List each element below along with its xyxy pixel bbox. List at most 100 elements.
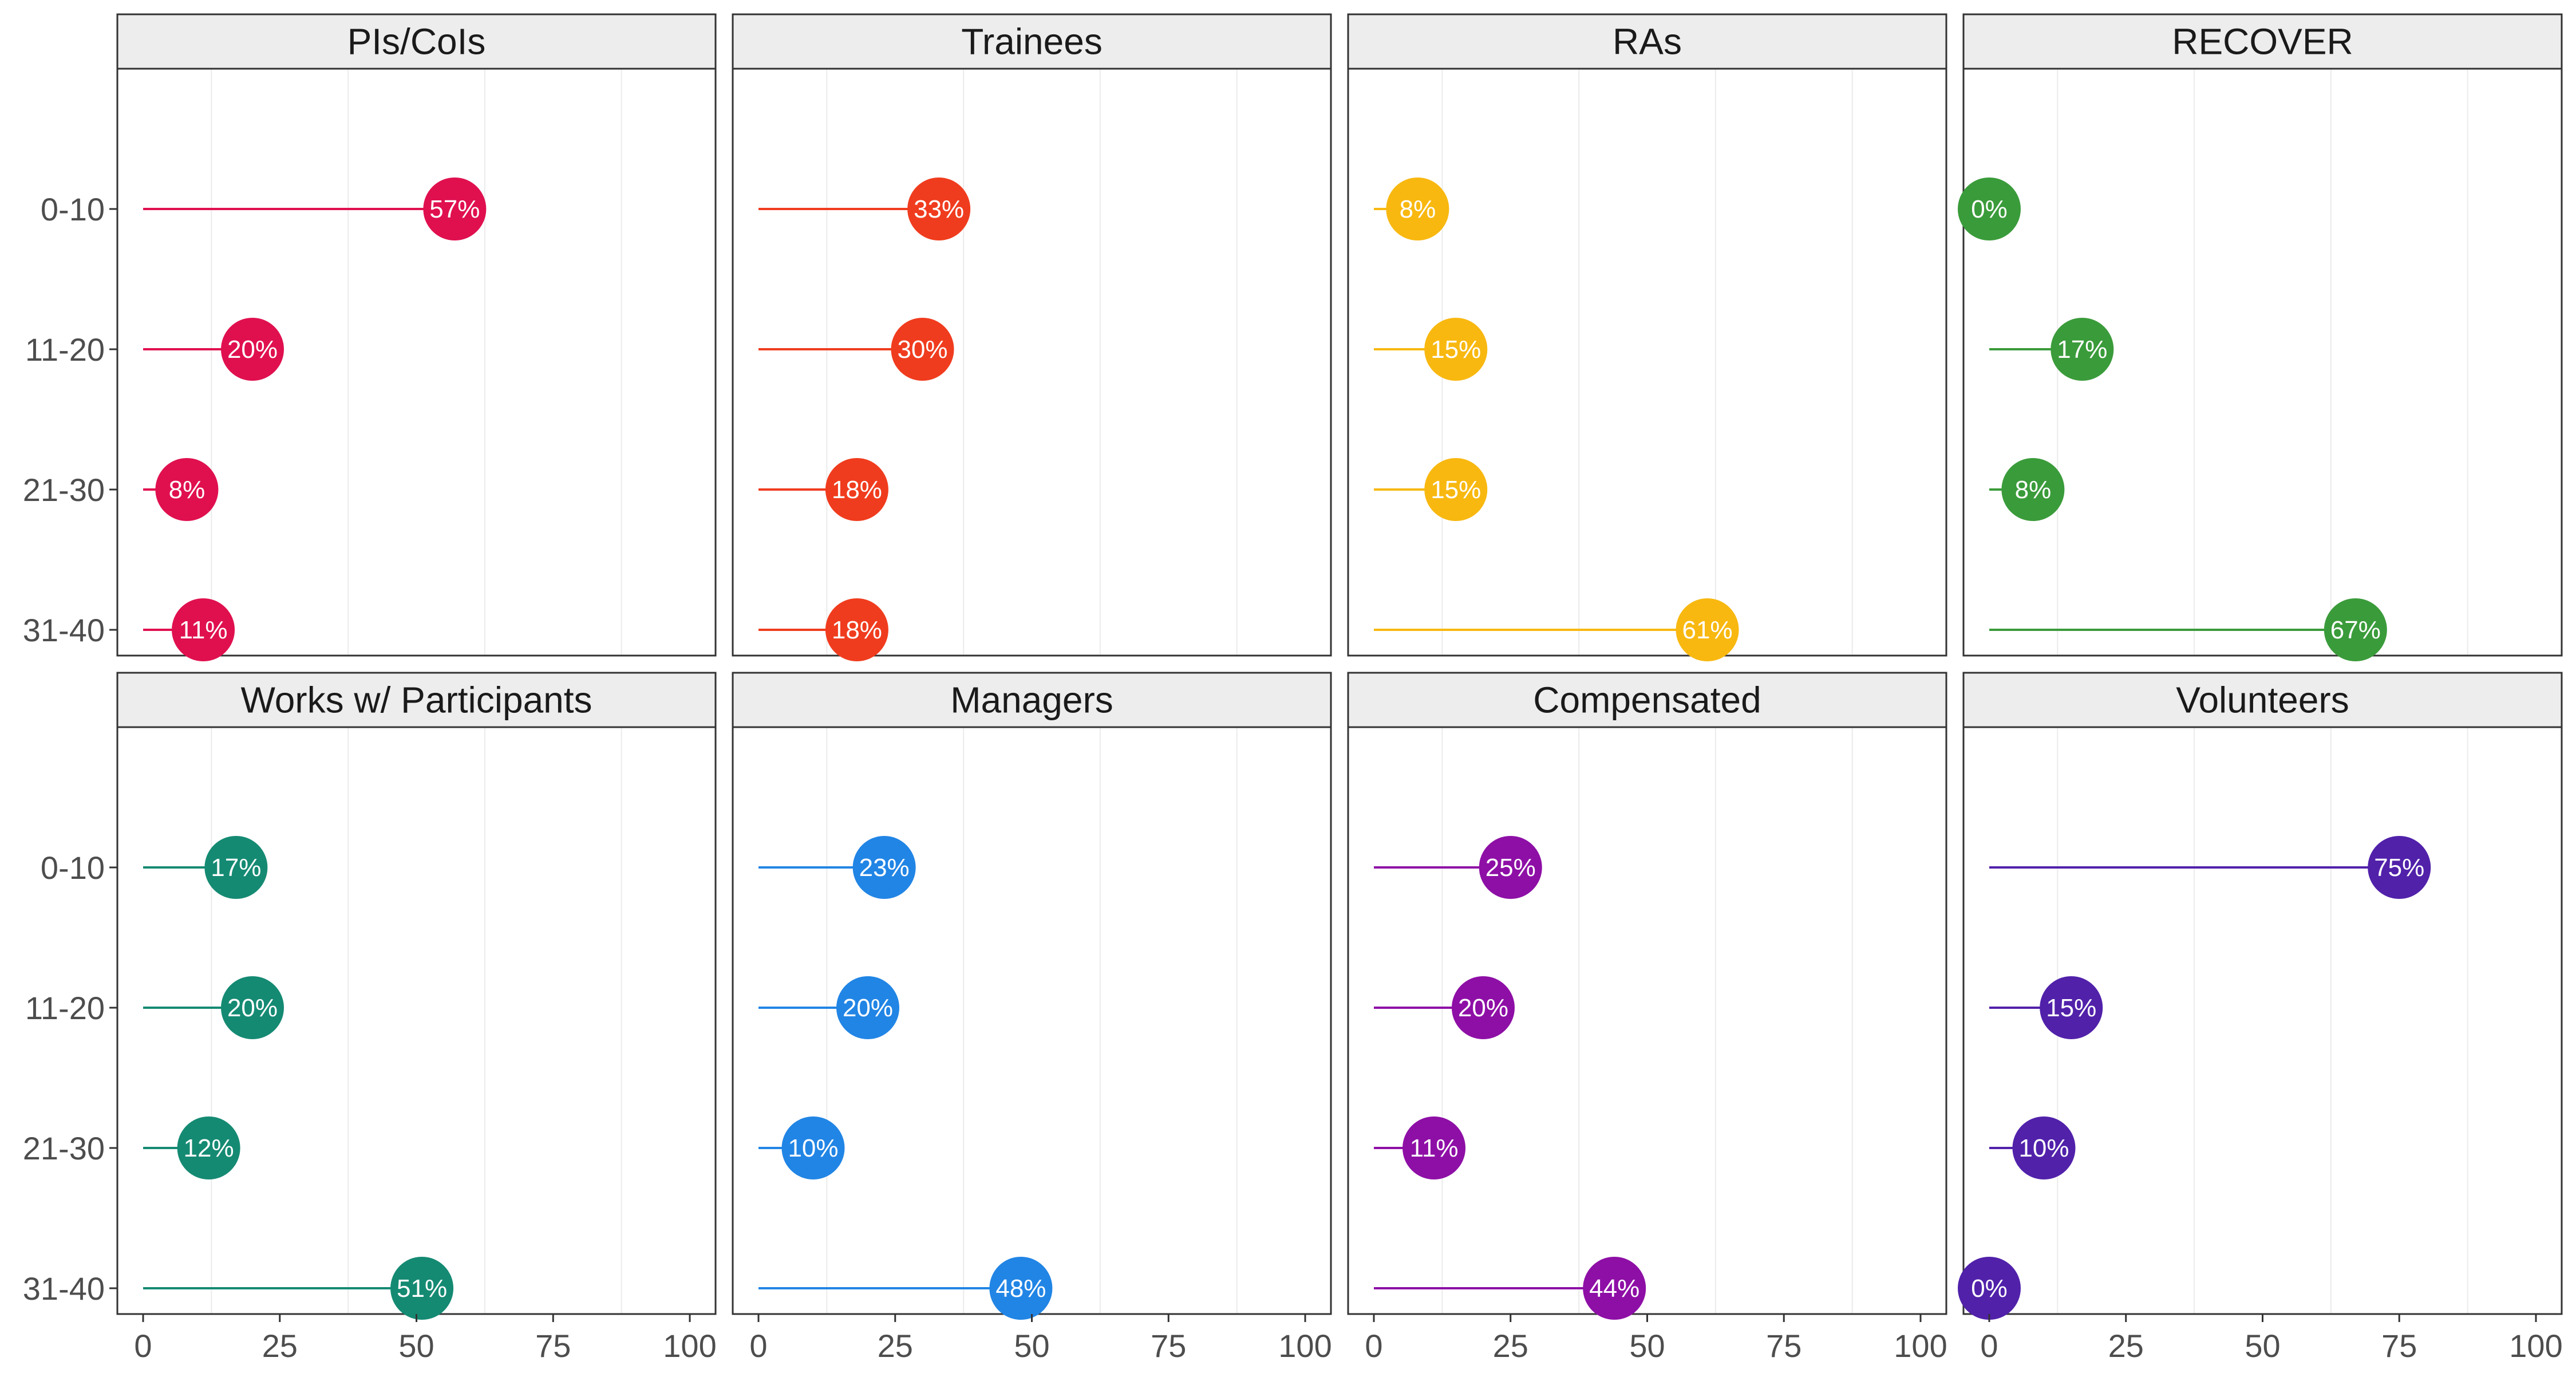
- x-tick-label: 100: [1278, 1328, 1332, 1364]
- data-label: 15%: [1431, 336, 1481, 364]
- data-label: 15%: [2046, 994, 2096, 1022]
- lollipop-dot: [825, 458, 888, 521]
- y-tick-label: 21-30: [23, 1130, 105, 1166]
- panel-border: [1347, 726, 1947, 1315]
- x-tick-label: 25: [1493, 1328, 1528, 1364]
- data-label: 20%: [1458, 994, 1508, 1022]
- lollipop-dot: [221, 318, 284, 381]
- x-tick-label: 0: [1365, 1328, 1382, 1364]
- x-tick-label: 50: [1014, 1328, 1049, 1364]
- x-tick-label: 0: [749, 1328, 767, 1364]
- lollipop-dot: [1958, 1257, 2021, 1320]
- lollipop-dot: [1958, 177, 2021, 240]
- lollipop-dot: [1386, 177, 1449, 240]
- lollipop-dot: [1424, 458, 1488, 521]
- data-label: 17%: [211, 854, 261, 882]
- data-label: 8%: [2015, 476, 2052, 504]
- x-tick-label: 25: [2108, 1328, 2144, 1364]
- strip-title: RAs: [1613, 21, 1682, 62]
- data-label: 57%: [429, 195, 480, 223]
- data-label: 11%: [179, 616, 228, 644]
- y-tick-label: 11-20: [25, 332, 105, 368]
- lollipop-dot: [825, 598, 888, 661]
- data-label: 25%: [1485, 854, 1536, 882]
- lollipop-dot: [172, 598, 235, 661]
- data-label: 30%: [897, 336, 947, 364]
- x-tick-label: 0: [1980, 1328, 1998, 1364]
- data-label: 0%: [1971, 195, 2008, 223]
- data-label: 11%: [1410, 1134, 1459, 1162]
- data-label: 12%: [184, 1134, 234, 1162]
- x-tick-label: 75: [2381, 1328, 2417, 1364]
- x-tick-label: 50: [2245, 1328, 2280, 1364]
- x-tick-label: 75: [535, 1328, 571, 1364]
- data-label: 75%: [2374, 854, 2424, 882]
- data-label: 10%: [788, 1134, 838, 1162]
- lollipop-dot: [781, 1116, 845, 1179]
- lollipop-dot: [907, 177, 971, 240]
- data-label: 0%: [1971, 1275, 2008, 1303]
- lollipop-dot: [1424, 318, 1488, 381]
- lollipop-dot: [390, 1257, 454, 1320]
- lollipop-dot: [1452, 976, 1515, 1039]
- data-label: 20%: [227, 994, 278, 1022]
- y-tick-label: 0-10: [41, 850, 105, 886]
- lollipop-dot: [177, 1116, 240, 1179]
- lollipop-dot: [155, 458, 219, 521]
- panel-border: [1347, 68, 1947, 657]
- lollipop-dot: [2324, 598, 2387, 661]
- x-tick-label: 25: [878, 1328, 913, 1364]
- data-label: 8%: [1400, 195, 1436, 223]
- strip-header: [116, 672, 717, 728]
- data-label: 15%: [1431, 476, 1481, 504]
- data-label: 44%: [1589, 1275, 1639, 1303]
- lollipop-dot: [891, 318, 954, 381]
- panel-border: [1962, 68, 2563, 657]
- data-label: 18%: [832, 616, 882, 644]
- strip-header: [732, 13, 1332, 70]
- data-label: 20%: [227, 336, 278, 364]
- lollipop-dot: [2368, 836, 2431, 899]
- lollipop-dot: [2012, 1116, 2076, 1179]
- lollipop-dot: [989, 1257, 1053, 1320]
- lollipop-dot: [836, 976, 899, 1039]
- data-label: 20%: [843, 994, 893, 1022]
- strip-header: [1962, 672, 2563, 728]
- lollipop-dot: [1676, 598, 1739, 661]
- y-tick-label: 31-40: [23, 1271, 105, 1307]
- data-label: 17%: [2057, 336, 2107, 364]
- panel-border: [732, 68, 1332, 657]
- x-tick-label: 50: [398, 1328, 434, 1364]
- strip-title: RECOVER: [2172, 21, 2353, 62]
- lollipop-dot: [423, 177, 487, 240]
- strip-title: Compensated: [1533, 680, 1761, 721]
- strip-title: Volunteers: [2176, 680, 2349, 721]
- strip-header: [116, 13, 717, 70]
- lollipop-dot: [2001, 458, 2065, 521]
- strip-title: PIs/CoIs: [347, 21, 486, 62]
- x-tick-label: 100: [663, 1328, 716, 1364]
- strip-header: [1347, 672, 1947, 728]
- strip-title: Works w/ Participants: [240, 680, 592, 721]
- y-tick-label: 31-40: [23, 612, 105, 648]
- data-label: 33%: [914, 195, 964, 223]
- strip-header: [1962, 13, 2563, 70]
- panel-border: [732, 726, 1332, 1315]
- data-label: 18%: [832, 476, 882, 504]
- x-tick-label: 0: [134, 1328, 152, 1364]
- x-tick-label: 75: [1766, 1328, 1801, 1364]
- data-label: 67%: [2330, 616, 2381, 644]
- x-tick-label: 50: [1629, 1328, 1665, 1364]
- y-tick-label: 21-30: [23, 472, 105, 508]
- data-label: 48%: [995, 1275, 1046, 1303]
- data-label: 8%: [169, 476, 206, 504]
- lollipop-dot: [1402, 1116, 1466, 1179]
- lollipop-dot: [204, 836, 268, 899]
- lollipop-dot: [2040, 976, 2103, 1039]
- data-label: 51%: [397, 1275, 447, 1303]
- strip-title: Trainees: [961, 21, 1103, 62]
- lollipop-dot: [2050, 318, 2114, 381]
- strip-title: Managers: [950, 680, 1113, 721]
